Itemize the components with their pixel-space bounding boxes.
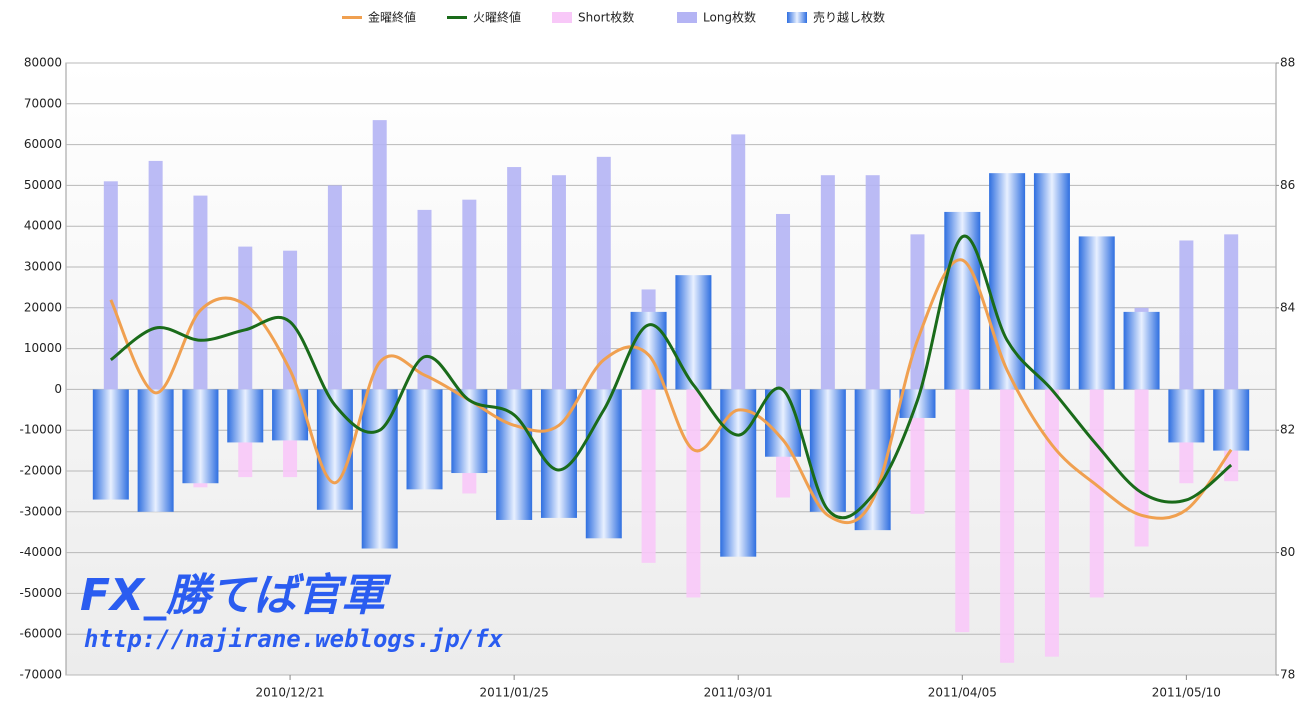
net-bar [1033,173,1070,390]
y-tick-label: -50000 [19,586,62,600]
net-bar [720,389,757,557]
y2-tick-label: 82 [1280,423,1295,437]
net-bar [585,389,622,539]
legend-swatch [787,12,807,23]
net-bar [1168,389,1205,443]
bar [1044,389,1059,657]
legend-swatch [552,12,572,23]
bar [1089,389,1104,598]
y-tick-label: -20000 [19,464,62,478]
legend-label: Long枚数 [703,10,756,25]
y-tick-label: -40000 [19,545,62,559]
bar [551,175,566,390]
legend-label: 火曜終値 [473,10,521,25]
bar [910,389,925,514]
line [109,234,1233,520]
net-bar [182,389,219,484]
bar [1134,389,1149,547]
bar [1224,234,1239,390]
bar [507,167,522,390]
net-bar [137,389,174,512]
y-tick-label: 70000 [24,96,62,110]
bar [776,213,791,390]
legend-swatch [677,12,697,23]
x-tick-label: 2011/05/10 [1152,686,1221,700]
bar [596,156,611,390]
net-bar [451,389,488,474]
net-bar [316,389,353,510]
y-tick-label: 0 [54,382,62,396]
bar [641,389,656,563]
bar [372,120,387,390]
net-bar [1078,236,1115,390]
net-bar [92,389,129,500]
x-tick-label: 2010/12/21 [255,686,324,700]
y2-tick-label: 84 [1280,300,1295,314]
y-tick-label: 50000 [24,178,62,192]
net-bar [809,389,846,512]
bar [193,195,208,390]
watermark-url: http://najirane.weblogs.jp/fx [84,625,504,653]
y2-tick-label: 78 [1280,668,1295,682]
y2-tick-label: 88 [1280,56,1295,70]
bar [417,209,432,390]
bar [865,175,880,390]
y-tick-label: 10000 [24,341,62,355]
bar [148,160,163,390]
bar [462,199,477,390]
bar [820,175,835,390]
y-tick-label: -60000 [19,627,62,641]
legend-swatch [447,16,467,19]
y-tick-label: 60000 [24,137,62,151]
legend-label: 売り越し枚数 [813,10,885,25]
bar [686,389,701,598]
x-tick-label: 2011/04/05 [928,686,997,700]
legend-label: Short枚数 [578,10,634,25]
bar [955,389,970,633]
bar [1000,389,1015,663]
line [109,258,1233,525]
net-bar [675,275,712,390]
legend-swatch [342,16,362,19]
bar [327,185,342,390]
net-bar [1213,389,1250,451]
y-tick-label: -30000 [19,504,62,518]
bar [910,234,925,390]
net-bar [496,389,533,520]
net-bar [406,389,443,490]
bar [103,181,118,390]
net-bar [765,389,802,457]
bar [238,246,253,390]
y-tick-label: -70000 [19,668,62,682]
y2-tick-label: 80 [1280,545,1295,559]
y-tick-label: -10000 [19,423,62,437]
net-bar [227,389,264,443]
x-tick-label: 2011/03/01 [704,686,773,700]
bar [731,134,746,390]
watermark-title: FX_勝てば官軍 [80,570,392,621]
net-bar [989,173,1026,390]
x-tick-label: 2011/01/25 [480,686,549,700]
net-bar [944,211,981,390]
bar [1179,240,1194,390]
plot-area [65,62,1277,676]
y-tick-label: 20000 [24,300,62,314]
y-tick-label: 40000 [24,219,62,233]
y-tick-label: 30000 [24,260,62,274]
y-tick-label: 80000 [24,56,62,70]
y2-tick-label: 86 [1280,178,1295,192]
net-bar [1123,311,1160,390]
legend-label: 金曜終値 [368,10,416,25]
net-bar [272,389,309,441]
